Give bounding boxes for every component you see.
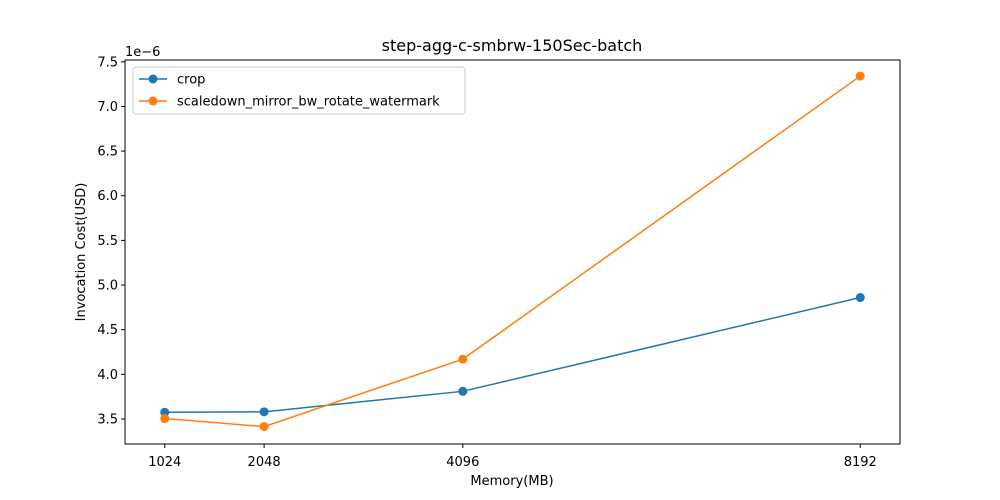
series-0 <box>160 293 865 417</box>
series-line <box>164 75 861 428</box>
data-point <box>855 293 865 303</box>
x-axis-ticks: 1024 2048 4096 8192 <box>148 444 877 470</box>
series-1 <box>160 71 865 432</box>
y-offset-label: 1e−6 <box>125 45 160 60</box>
y-tick-label: 4.0 <box>97 368 118 383</box>
y-tick-label: 7.0 <box>97 100 118 115</box>
y-tick-label: 7.5 <box>97 55 118 70</box>
legend-label: scaledown_mirror_bw_rotate_watermark <box>177 95 440 110</box>
data-point <box>458 354 468 364</box>
y-axis-label: Invocation Cost(USD) <box>74 183 89 322</box>
data-point <box>855 71 865 81</box>
legend: crop scaledown_mirror_bw_rotate_watermark <box>132 66 466 115</box>
y-tick-label: 4.5 <box>97 323 118 338</box>
x-axis-label: Memory(MB) <box>470 474 553 489</box>
data-point <box>259 422 269 432</box>
series-layer <box>160 71 865 432</box>
legend-swatch-marker <box>148 96 158 106</box>
legend-label: crop <box>177 73 205 88</box>
data-point <box>458 386 468 396</box>
x-tick-label: 8192 <box>844 455 877 470</box>
y-axis-ticks: 3.5 4.0 4.5 5.0 5.5 6.0 6.5 7.0 7.5 <box>97 55 125 427</box>
plot-frame <box>124 59 901 445</box>
x-tick-label: 4096 <box>446 455 479 470</box>
y-tick-label: 6.5 <box>97 145 118 160</box>
data-point <box>259 407 269 417</box>
y-tick-label: 5.5 <box>97 234 118 249</box>
y-tick-label: 3.5 <box>97 412 118 427</box>
y-tick-label: 6.0 <box>97 189 118 204</box>
data-point <box>160 414 170 424</box>
series-line <box>164 296 861 414</box>
x-tick-label: 2048 <box>248 455 281 470</box>
y-tick-label: 5.0 <box>97 279 118 294</box>
legend-swatch-marker <box>148 74 158 84</box>
x-tick-label: 1024 <box>148 455 181 470</box>
legend-box <box>132 66 466 115</box>
data-point <box>160 407 170 417</box>
chart-title: step-agg-c-smbrw-150Sec-batch <box>382 36 643 55</box>
